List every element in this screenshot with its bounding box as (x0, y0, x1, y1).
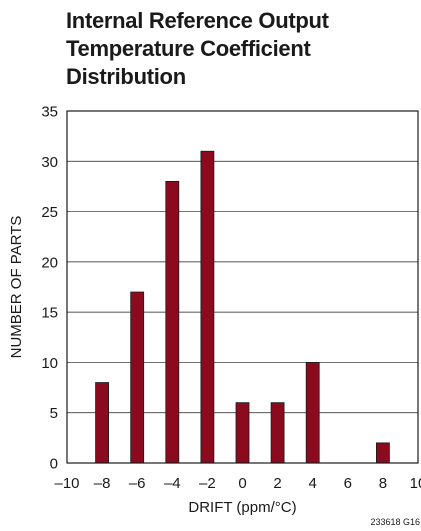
x-tick-label: 2 (273, 475, 281, 492)
chart-title-line-3: Distribution (66, 64, 186, 89)
x-tick-label: –2 (199, 475, 216, 492)
bar-drift--4 (165, 180, 180, 464)
x-tick-label: 6 (344, 475, 352, 492)
x-tick-label: –6 (129, 475, 146, 492)
y-tick-label: 25 (41, 204, 58, 221)
x-tick-label: –8 (94, 475, 111, 492)
chart-title: Internal Reference Output Temperature Co… (66, 7, 406, 91)
bar-drift--8 (95, 382, 109, 464)
bar-drift--2 (200, 150, 215, 464)
bar-drift-0 (235, 402, 250, 464)
plot-frame (66, 110, 419, 464)
y-tick-label: 20 (41, 254, 58, 271)
bar-drift-8 (375, 442, 390, 464)
chart-title-line-1: Internal Reference Output (66, 8, 329, 33)
grid-lines (67, 160, 418, 414)
x-tick-label: 4 (309, 475, 317, 492)
y-tick-label: 0 (50, 456, 58, 473)
y-tick-label: 15 (41, 305, 58, 322)
bar-drift-4 (305, 362, 320, 464)
y-tick-label: 30 (41, 154, 58, 171)
x-tick-label: 8 (379, 475, 387, 492)
y-tick-label: 35 (41, 104, 58, 121)
y-tick-label: 10 (41, 355, 58, 372)
y-tick-labels: 0 5 10 15 20 25 30 35 (41, 104, 58, 473)
y-axis-label: NUMBER OF PARTS (8, 216, 25, 359)
bar-drift-2 (270, 402, 285, 464)
bar-drift--6 (130, 291, 145, 464)
x-tick-label: 0 (238, 475, 246, 492)
x-tick-labels: –10 –8 –6 –4 –2 0 2 4 6 8 10 (54, 475, 421, 492)
x-axis-label: DRIFT (ppm/°C) (188, 499, 296, 516)
bars (95, 150, 390, 464)
x-tick-label: 10 (410, 475, 421, 492)
x-tick-label: –10 (54, 475, 79, 492)
y-tick-label: 5 (50, 405, 58, 422)
figure-id: 233618 G16 (370, 517, 420, 527)
chart-title-line-2: Temperature Coefficient (66, 36, 311, 61)
x-tick-label: –4 (164, 475, 181, 492)
